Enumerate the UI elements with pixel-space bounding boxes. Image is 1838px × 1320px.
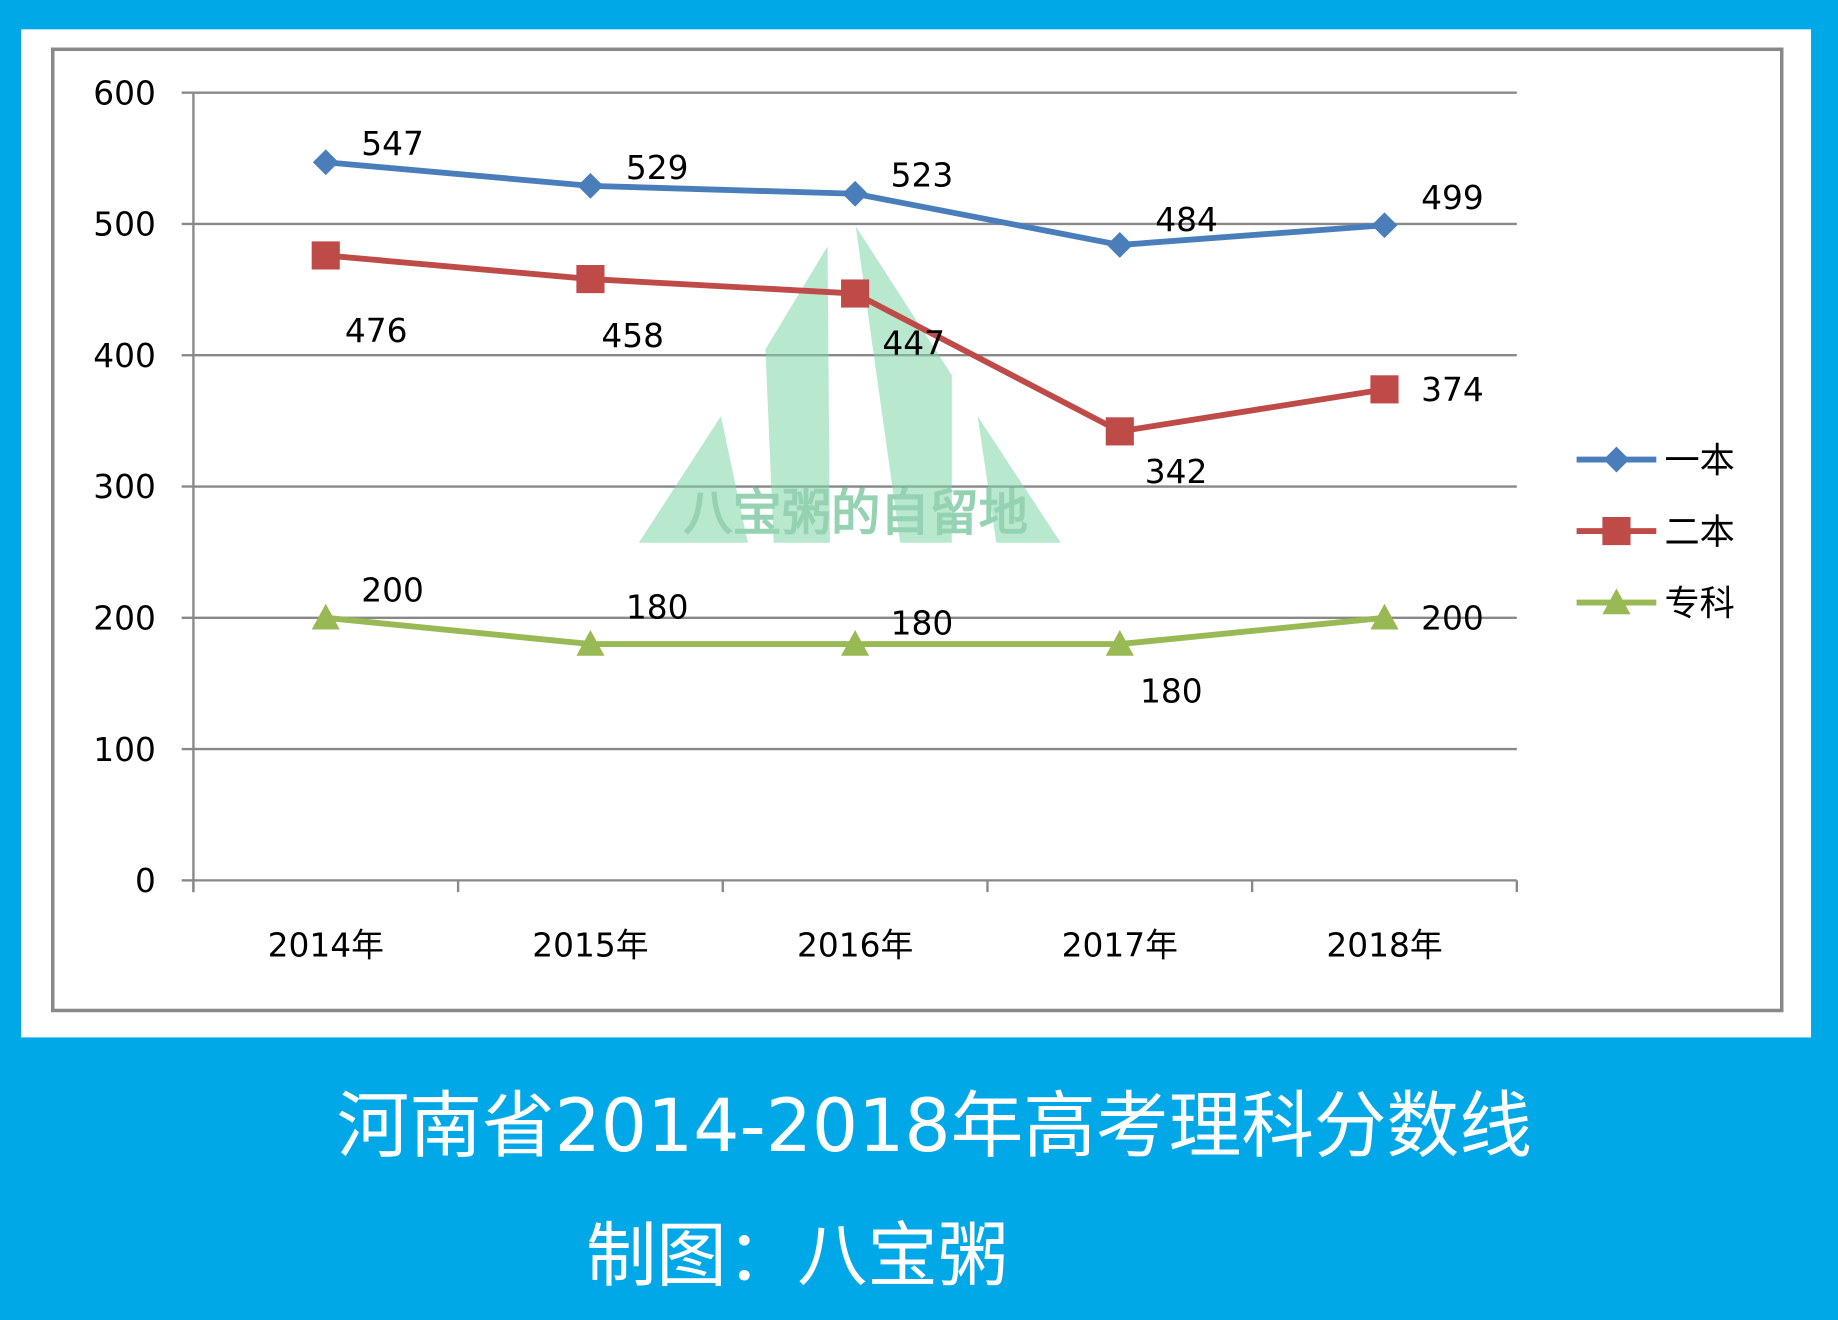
data-label: 547 [361, 125, 424, 163]
gridlines [193, 91, 1517, 751]
marker-square [1602, 516, 1631, 546]
marker-triangle [1602, 588, 1631, 615]
legend-label: 专科 [1665, 583, 1735, 624]
marker-triangle [841, 629, 870, 656]
data-label: 476 [345, 312, 408, 350]
marker-square [841, 279, 870, 308]
axes: 0 100 200 300 400 500 600 2014年 2015年 2016年 2017年 2… [93, 74, 1518, 965]
x-tick-label: 2017年 [1062, 927, 1178, 965]
watermark-text: 八宝粥的自留地 [683, 484, 1028, 542]
y-tick-label: 300 [93, 468, 156, 506]
data-label: 484 [1155, 201, 1218, 239]
y-tick-label: 500 [93, 206, 156, 244]
data-label: 374 [1421, 371, 1484, 409]
data-label: 529 [626, 149, 689, 187]
caption-title: 河南省2014-2018年高考理科分数线 [337, 1085, 1532, 1169]
marker-square [1370, 375, 1399, 404]
data-label: 180 [626, 588, 689, 626]
data-label: 447 [882, 324, 945, 362]
marker-diamond [312, 149, 339, 176]
y-tick-label: 100 [93, 731, 156, 769]
marker-diamond [1106, 232, 1133, 258]
y-tick-label: 400 [93, 337, 156, 375]
data-label: 200 [1421, 600, 1484, 638]
data-label: 200 [361, 571, 424, 609]
data-label: 499 [1421, 179, 1484, 217]
marker-triangle [311, 603, 340, 630]
y-tick-label: 200 [93, 600, 156, 638]
marker-diamond [1603, 446, 1630, 473]
legend-label: 二本 [1665, 512, 1735, 553]
data-label: 342 [1145, 453, 1208, 491]
marker-square [576, 265, 605, 294]
x-tick-label: 2018年 [1326, 927, 1442, 965]
legend-label: 一本 [1665, 440, 1735, 481]
marker-diamond [577, 172, 604, 199]
marker-square [311, 241, 340, 270]
data-labels: 547 529 523 484 499 476 458 447 342 374 200 180 180 1… [345, 125, 1484, 710]
data-label: 180 [1140, 673, 1203, 711]
marker-triangle [576, 629, 605, 656]
marker-diamond [842, 180, 869, 207]
data-label: 458 [601, 317, 664, 355]
caption-credit: 制图：八宝粥 [586, 1215, 1008, 1297]
series-layer [311, 149, 1399, 656]
y-tick-label: 600 [93, 74, 156, 112]
marker-triangle [1370, 603, 1399, 630]
data-label: 523 [891, 157, 954, 195]
x-tick-label: 2014年 [268, 927, 384, 965]
data-label: 180 [891, 605, 954, 643]
x-tick-label: 2015年 [532, 927, 648, 965]
chart-frame [50, 47, 1784, 1013]
marker-square [1105, 417, 1134, 446]
marker-triangle [1105, 629, 1134, 656]
y-tick-label: 0 [135, 862, 156, 900]
x-tick-label: 2016年 [797, 927, 913, 965]
